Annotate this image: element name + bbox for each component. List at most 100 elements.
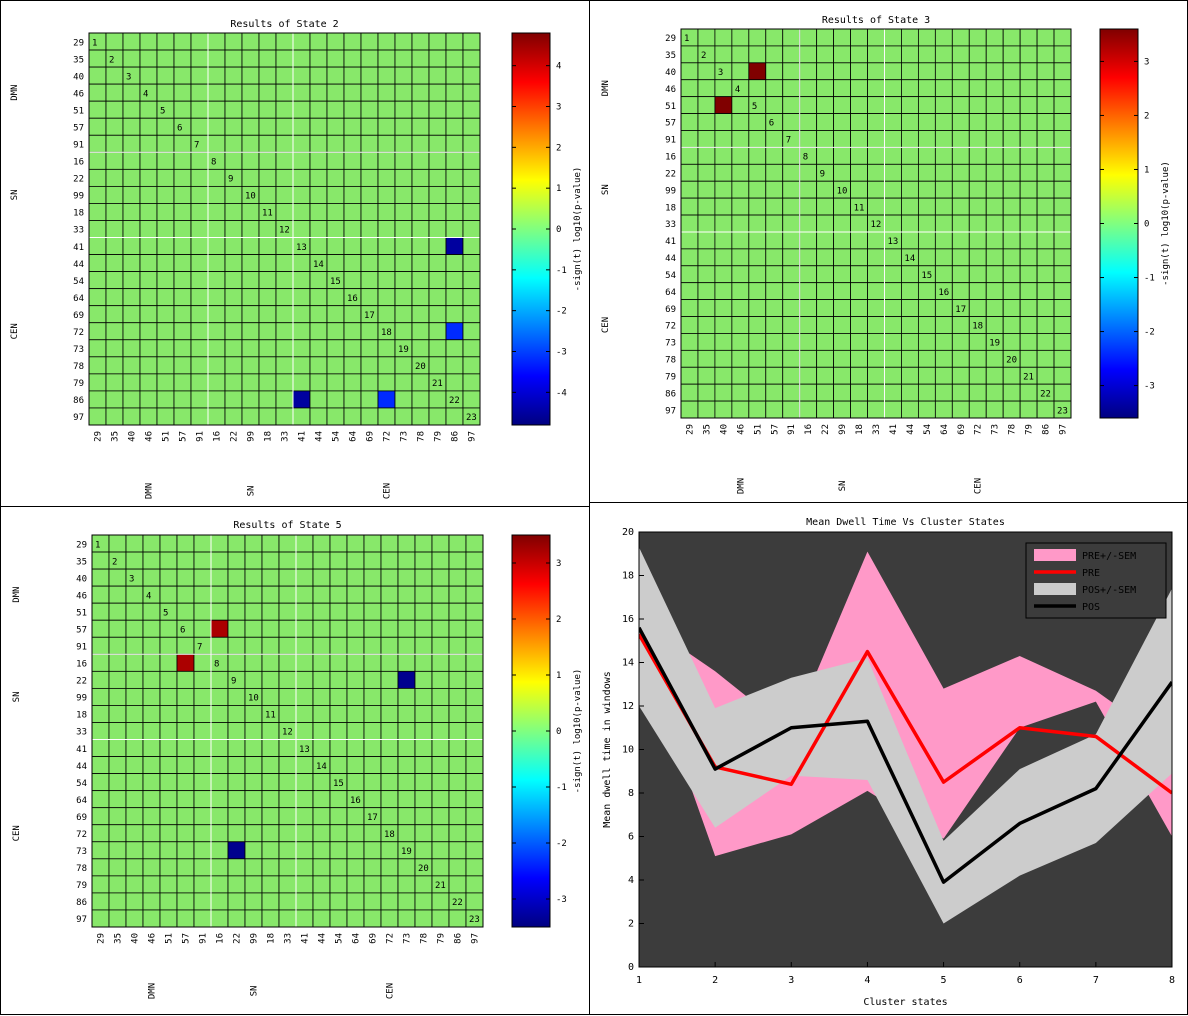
heatmap-cell: [397, 670, 416, 689]
group-label-bottom: DMN: [148, 983, 158, 999]
heatmap-cell: [431, 858, 450, 877]
heatmap-cell: [765, 366, 784, 385]
heatmap-cell: [326, 356, 345, 375]
group-label-left: DMN: [10, 85, 20, 101]
heatmap-cell: [329, 858, 348, 877]
heatmap-cell: [680, 366, 699, 385]
heatmap-cell: [697, 383, 716, 402]
heatmap-cell: [985, 214, 1004, 233]
diagonal-label: 16: [347, 294, 358, 304]
heatmap-cell: [292, 83, 311, 102]
heatmap-cell: [258, 305, 277, 324]
heatmap-cell: [125, 585, 144, 604]
column-label: 64: [349, 431, 359, 442]
heatmap-cell: [765, 383, 784, 402]
group-label-bottom: SN: [838, 481, 848, 492]
heatmap-cell: [244, 653, 263, 672]
heatmap-cell: [714, 79, 733, 98]
column-label: 33: [281, 431, 291, 442]
heatmap-cell: [88, 49, 107, 68]
heatmap-cell: [394, 203, 413, 221]
heatmap-cell: [190, 373, 209, 392]
heatmap-cell: [380, 807, 399, 826]
heatmap-cell: [210, 602, 229, 621]
heatmap-cell: [224, 254, 243, 273]
heatmap-cell: [295, 551, 314, 570]
heatmap-cell: [968, 248, 987, 267]
heatmap-cell: [326, 237, 345, 255]
heatmap-cell: [901, 383, 919, 402]
heatmap-cell: [159, 739, 178, 757]
heatmap-cell: [176, 568, 195, 587]
heatmap-cell: [261, 687, 280, 706]
heatmap-cell: [292, 288, 311, 307]
heatmap-cell: [917, 333, 936, 351]
column-label: 69: [957, 424, 967, 435]
heatmap-cell: [122, 83, 141, 102]
colorbar-tick-label: 2: [556, 615, 561, 625]
heatmap-cell: [210, 841, 229, 860]
diagonal-label: 10: [837, 186, 848, 196]
heatmap-cell: [312, 739, 331, 757]
heatmap-cell: [850, 113, 868, 131]
heatmap-cell: [428, 254, 447, 273]
heatmap-cell: [159, 568, 178, 587]
heatmap-cell: [241, 390, 260, 409]
diagonal-label: 12: [282, 728, 293, 738]
heatmap-cell: [951, 248, 970, 267]
heatmap-cell: [156, 134, 175, 153]
heatmap-cell: [748, 333, 767, 351]
heatmap-cell: [850, 333, 868, 351]
diagonal-label: 12: [279, 226, 290, 236]
y-tick-label: 16: [622, 614, 634, 625]
heatmap-cell: [731, 180, 750, 199]
heatmap-cell: [1019, 146, 1038, 165]
heatmap-cell: [173, 339, 192, 358]
heatmap-cell: [428, 356, 447, 375]
heatmap-cell: [462, 322, 481, 341]
heatmap-cell: [108, 687, 127, 706]
heatmap-cell: [411, 134, 430, 153]
heatmap-cell: [697, 96, 716, 114]
heatmap-cell: [88, 407, 107, 426]
heatmap-cell: [917, 316, 936, 334]
heatmap-cell: [193, 687, 212, 706]
row-label: 41: [665, 237, 676, 247]
heatmap-cell: [173, 66, 192, 85]
chart-title: Results of State 3: [822, 15, 930, 26]
row-label: 78: [665, 356, 676, 366]
heatmap-cell: [224, 32, 243, 51]
heatmap-cell: [88, 271, 107, 290]
heatmap-cell: [884, 146, 902, 165]
heatmap-cell: [731, 62, 750, 81]
heatmap-cell: [292, 49, 311, 68]
heatmap-cell: [105, 390, 124, 409]
heatmap-cell: [884, 197, 902, 216]
heatmap-cell: [380, 773, 399, 792]
diagonal-label: 23: [1057, 406, 1068, 416]
y-tick-label: 18: [622, 571, 634, 582]
heatmap-cell: [934, 400, 953, 419]
heatmap-cell: [207, 356, 226, 375]
chart-title: Results of State 2: [230, 19, 338, 30]
heatmap-cell: [343, 151, 362, 170]
heatmap-cell: [91, 875, 110, 894]
heatmap-cell: [884, 349, 902, 368]
heatmap-cell: [782, 383, 801, 402]
heatmap-cell: [227, 909, 246, 928]
heatmap-cell: [985, 163, 1004, 182]
colorbar-tick-label: -1: [556, 783, 567, 793]
heatmap-cell: [985, 299, 1004, 317]
heatmap-cell: [241, 32, 260, 51]
heatmap-cell: [917, 45, 936, 64]
group-label-bottom: SN: [247, 486, 257, 497]
heatmap-cell: [241, 271, 260, 290]
heatmap-cell: [88, 373, 107, 392]
heatmap-cell: [258, 322, 277, 341]
heatmap-cell: [951, 79, 970, 98]
diagonal-label: 9: [820, 169, 825, 179]
row-label: 86: [76, 898, 87, 908]
y-tick-label: 2: [628, 919, 634, 930]
heatmap-cell: [176, 875, 195, 894]
heatmap-cell: [431, 653, 450, 672]
